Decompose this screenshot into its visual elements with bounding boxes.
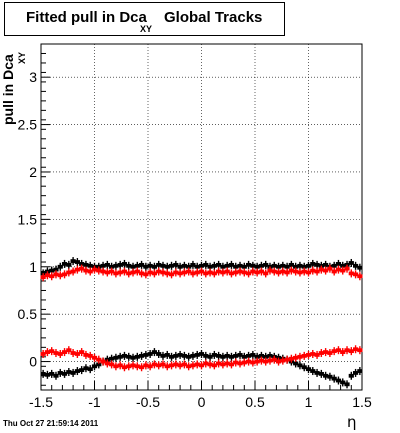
timestamp: Thu Oct 27 21:59:14 2011: [3, 419, 99, 428]
x-tick-label: 0: [198, 394, 206, 410]
data-points: [40, 257, 363, 389]
y-tick-label: 0: [29, 354, 37, 370]
y-tick-label: 1: [29, 259, 37, 275]
y-tick-label: 0.5: [18, 306, 38, 322]
y-tick-label: 2: [29, 164, 37, 180]
title-box: Fitted pull in Dca XY Global Tracks: [4, 2, 285, 36]
x-tick-label: -0.5: [136, 394, 160, 410]
chart-title-tail: Global Tracks: [164, 9, 263, 26]
y-axis-label: pull in Dca: [0, 54, 16, 125]
chart-title-subscript: XY: [140, 24, 153, 34]
y-tick-label: 2.5: [18, 117, 38, 133]
axis-ticks: [40, 52, 363, 390]
series-3: [40, 345, 363, 372]
x-tick-label: -1.5: [29, 394, 53, 410]
series-1: [40, 264, 363, 282]
x-tick-label: 0.5: [245, 394, 265, 410]
x-tick-label: 1.5: [352, 394, 372, 410]
y-tick-label: 1.5: [18, 211, 38, 227]
y-axis-label-subscript: XY: [17, 51, 27, 64]
chart-title: Fitted pull in Dca: [26, 9, 147, 26]
x-axis-label: η: [347, 413, 357, 431]
grid-lines: [41, 44, 362, 390]
x-tick-label: 1: [305, 394, 313, 410]
tick-labels: -1.5 -1 -0.5 0 0.5 1 1.5 0 0.5 1 1.5 2 2.5 3: [18, 69, 372, 410]
x-tick-label: -1: [88, 394, 101, 410]
y-tick-label: 3: [29, 69, 37, 85]
